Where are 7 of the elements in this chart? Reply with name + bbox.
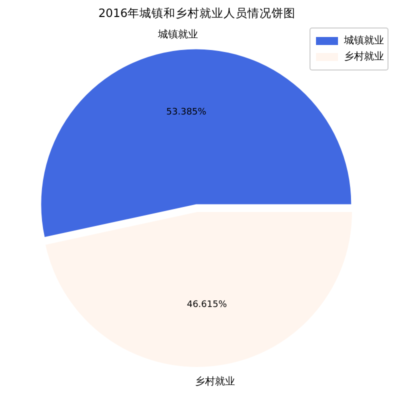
legend-label: 城镇就业 bbox=[343, 34, 384, 47]
legend-label: 乡村就业 bbox=[344, 50, 384, 63]
data-label: 46.615% bbox=[186, 300, 228, 310]
slice-label: 城镇就业 bbox=[157, 28, 198, 40]
chart-title: 2016年城镇和乡村就业人员情况饼图 bbox=[98, 6, 296, 20]
slice-label: 乡村就业 bbox=[195, 375, 236, 388]
data-label: 53.385% bbox=[166, 107, 207, 118]
